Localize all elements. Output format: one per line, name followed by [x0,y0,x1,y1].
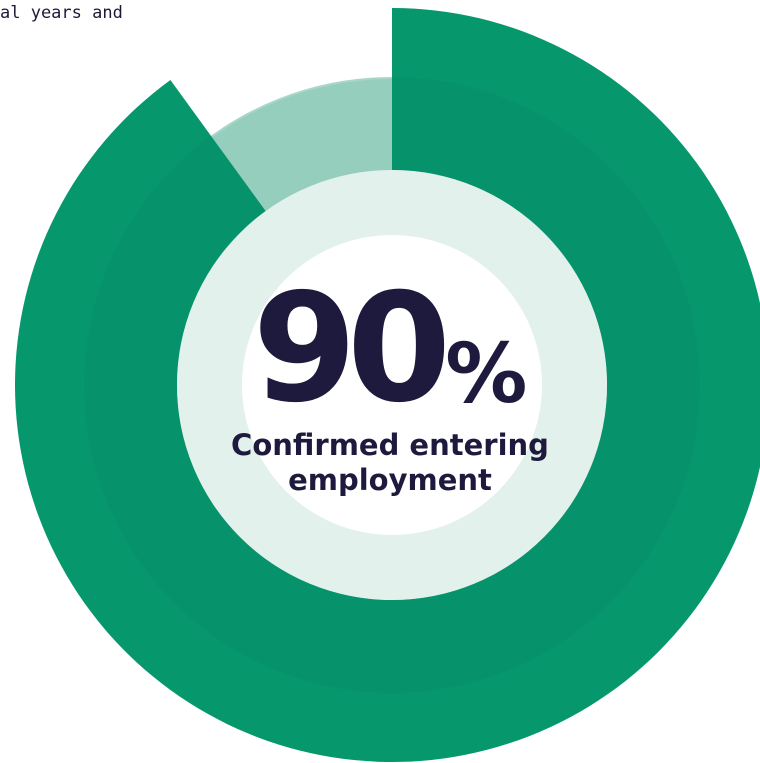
stat-unit: % [445,327,528,422]
arc-value [15,8,760,762]
intro-text: al years and [0,3,123,23]
stat-block: 90 % Confirmed entering employment [200,270,580,498]
stat-label-line-2: employment [288,462,492,497]
stat-label-line-1: Confirmed entering [231,428,549,462]
stat-value-row: 90 % [200,261,580,436]
stat-label: Confirmed entering employment [200,428,580,498]
inner-ring [84,77,700,693]
center-hole [242,235,542,535]
stat-value: 90 [252,261,452,436]
